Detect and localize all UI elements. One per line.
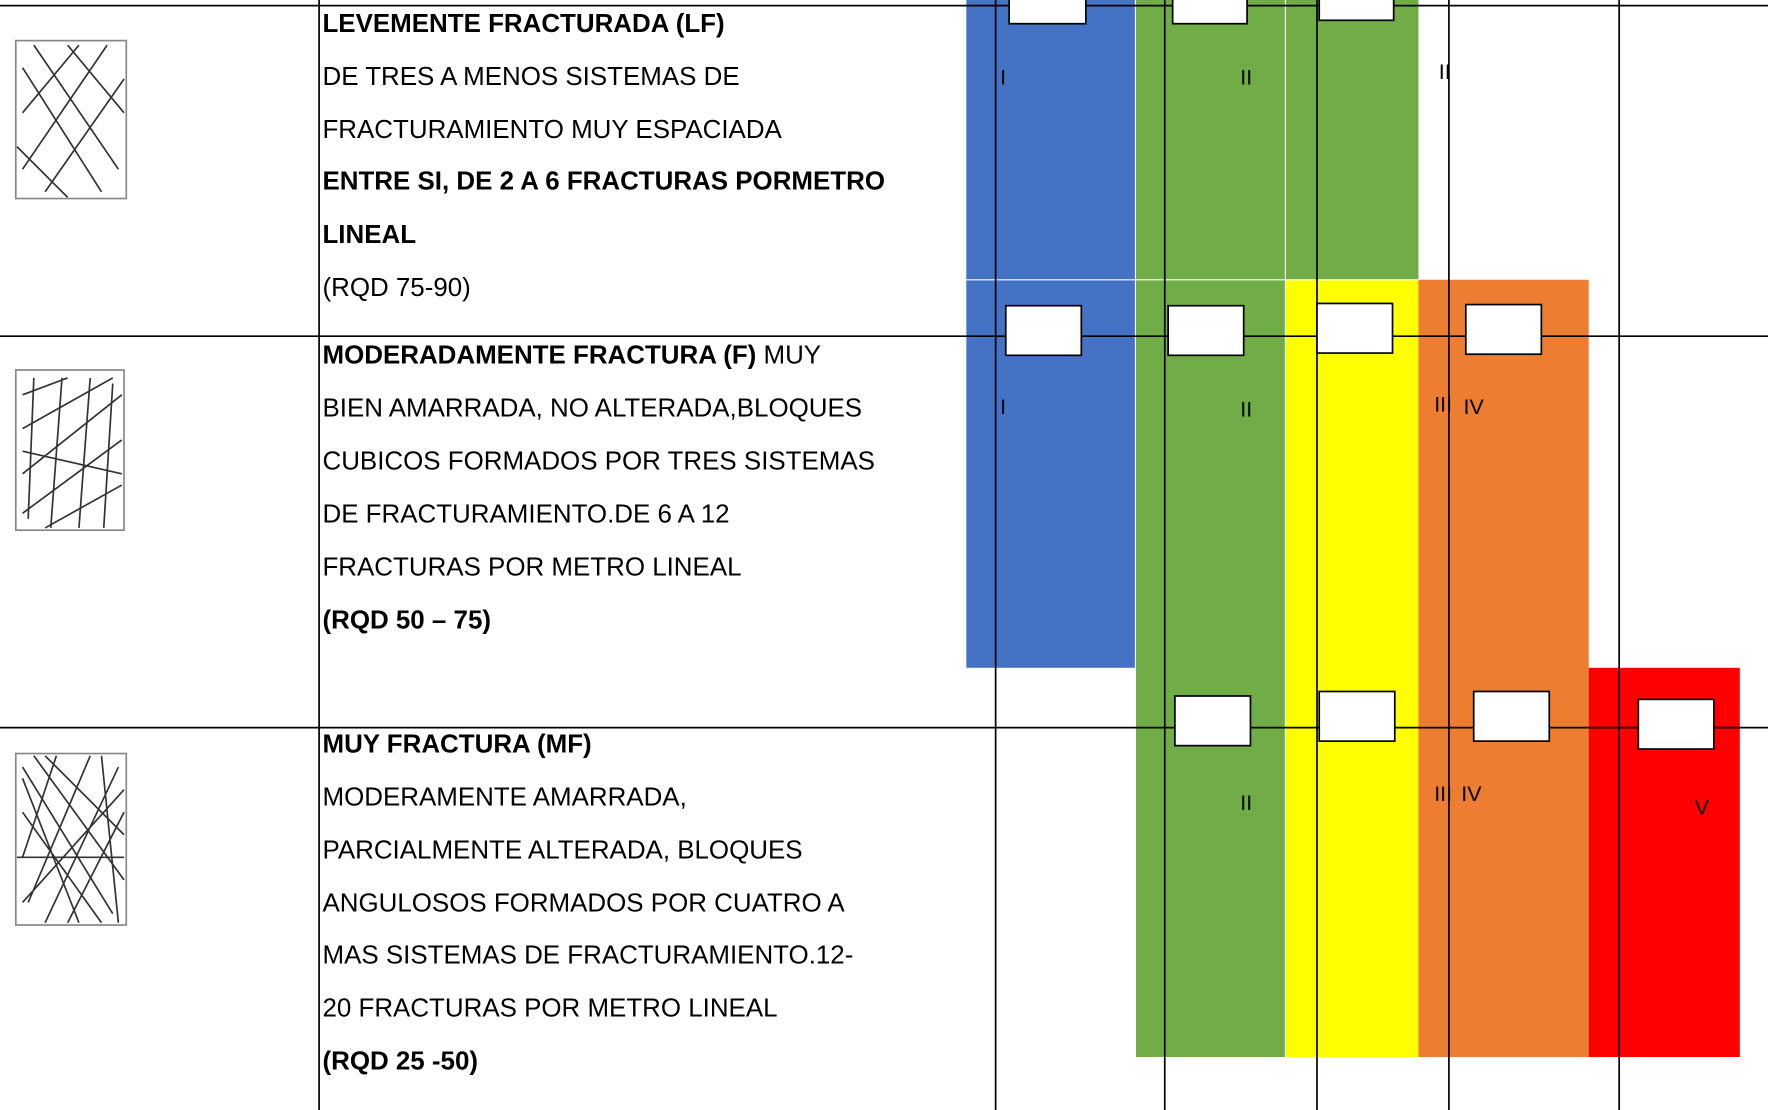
description-line: CUBICOS FORMADOS POR TRES SISTEMAS bbox=[322, 447, 874, 475]
description-line: LINEAL bbox=[322, 221, 416, 249]
class-label: III bbox=[1434, 393, 1452, 417]
text-span: MODERAMENTE AMARRADA, bbox=[322, 783, 686, 811]
text-span: (RQD 25 -50) bbox=[322, 1047, 478, 1075]
color-bands bbox=[966, 0, 1740, 1057]
description-line: ENTRE SI, DE 2 A 6 FRACTURAS PORMETRO bbox=[322, 168, 885, 196]
text-span: FRACTURAMIENTO MUY ESPACIADA bbox=[322, 116, 782, 144]
text-span: ENTRE SI, DE 2 A 6 FRACTURAS PORMETRO bbox=[322, 168, 885, 196]
text-span: MODERADAMENTE FRACTURA (F) bbox=[322, 341, 756, 369]
description-line: FRACTURAMIENTO MUY ESPACIADA bbox=[322, 116, 782, 144]
description-line: FRACTURAS POR METRO LINEAL bbox=[322, 553, 741, 581]
description-line: 20 FRACTURAS POR METRO LINEAL bbox=[322, 994, 777, 1022]
class-label: I bbox=[1000, 66, 1006, 90]
text-span: BIEN AMARRADA, NO ALTERADA,BLOQUES bbox=[322, 394, 862, 422]
class-label: III bbox=[1434, 782, 1452, 806]
text-span: ANGULOSOS FORMADOS POR CUATRO A bbox=[322, 890, 845, 918]
description-line: DE FRACTURAMIENTO.DE 6 A 12 bbox=[322, 500, 729, 528]
class-label: IV bbox=[1464, 395, 1485, 419]
description-line: MAS SISTEMAS DE FRACTURAMIENTO.12- bbox=[322, 941, 853, 969]
white-boxes bbox=[1004, 0, 1715, 750]
text-span: PARCIALMENTE ALTERADA, BLOQUES bbox=[322, 837, 802, 865]
class-label: II bbox=[1240, 397, 1252, 421]
text-span: LINEAL bbox=[322, 221, 416, 249]
description-line: DE TRES A MENOS SISTEMAS DE bbox=[322, 63, 739, 91]
class-label: I bbox=[1000, 395, 1006, 419]
text-span: CUBICOS FORMADOS POR TRES SISTEMAS bbox=[322, 447, 874, 475]
class-label: II bbox=[1240, 66, 1252, 90]
text-span: FRACTURAS POR METRO LINEAL bbox=[322, 553, 741, 581]
class-label: IV bbox=[1461, 782, 1482, 806]
text-span: (RQD 50 – 75) bbox=[322, 606, 491, 634]
description-line: MODERADAMENTE FRACTURA (F) MUY bbox=[322, 341, 821, 369]
text-span: LEVEMENTE FRACTURADA (LF) bbox=[322, 10, 724, 38]
text-span: DE TRES A MENOS SISTEMAS DE bbox=[322, 63, 739, 91]
text-span: MUY FRACTURA (MF) bbox=[322, 730, 591, 758]
description-line: MODERAMENTE AMARRADA, bbox=[322, 783, 686, 811]
description-line: MUY FRACTURA (MF) bbox=[322, 730, 591, 758]
text-span: DE FRACTURAMIENTO.DE 6 A 12 bbox=[322, 500, 729, 528]
text-span: (RQD 75-90) bbox=[322, 274, 470, 302]
class-label: II bbox=[1240, 791, 1252, 815]
class-label: II bbox=[1439, 60, 1451, 84]
description-line: PARCIALMENTE ALTERADA, BLOQUES bbox=[322, 837, 802, 865]
description-line: (RQD 25 -50) bbox=[322, 1047, 478, 1075]
text-span: 20 FRACTURAS POR METRO LINEAL bbox=[322, 994, 777, 1022]
description-line: BIEN AMARRADA, NO ALTERADA,BLOQUES bbox=[322, 394, 862, 422]
text-layer: LEVEMENTE FRACTURADA (LF) DE TRES A MENOS… bbox=[322, 10, 1709, 1076]
text-span: MAS SISTEMAS DE FRACTURAMIENTO.12- bbox=[322, 941, 853, 969]
description-line: ANGULOSOS FORMADOS POR CUATRO A bbox=[322, 890, 845, 918]
description-line: LEVEMENTE FRACTURADA (LF) bbox=[322, 10, 724, 38]
text-span: MUY bbox=[756, 341, 821, 369]
description-line: (RQD 50 – 75) bbox=[322, 606, 491, 634]
fracture-icons bbox=[14, 39, 128, 926]
description-line: (RQD 75-90) bbox=[322, 274, 470, 302]
class-label: V bbox=[1695, 795, 1710, 819]
